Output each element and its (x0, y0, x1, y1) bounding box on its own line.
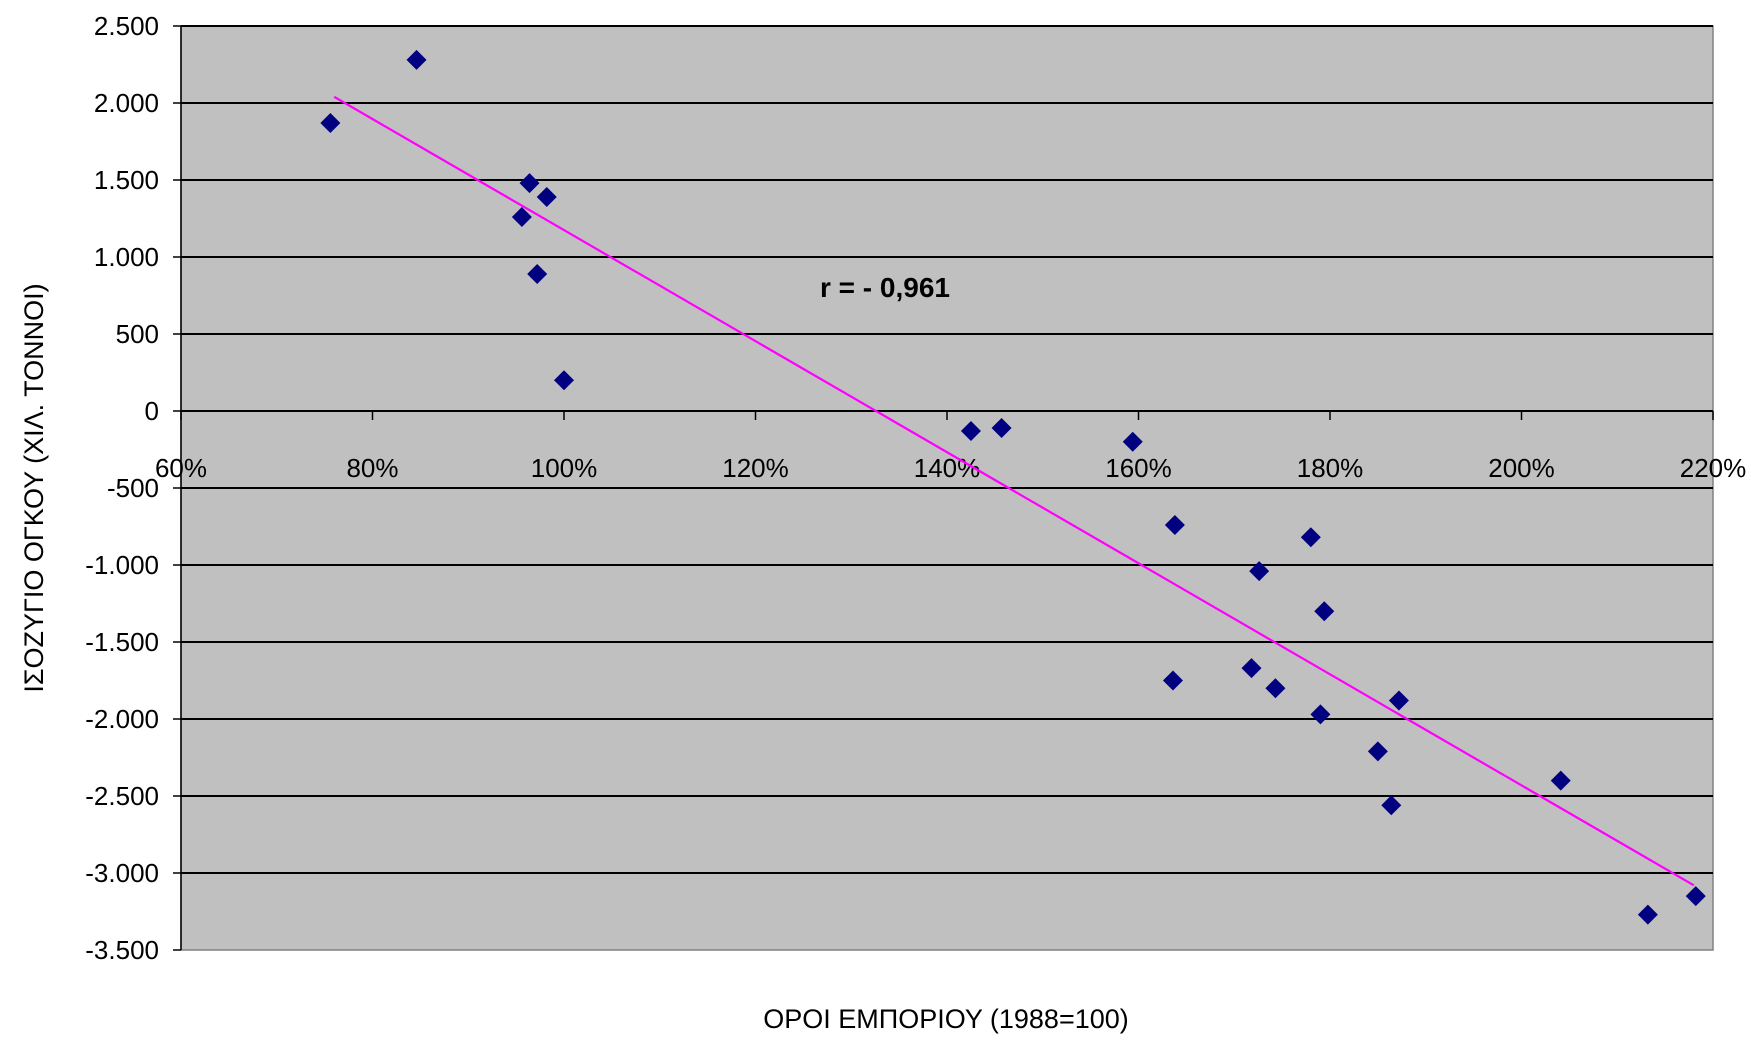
x-tick-label: 60% (155, 453, 207, 483)
x-tick-label: 180% (1297, 453, 1364, 483)
y-tick-label: -1.000 (85, 550, 159, 580)
data-point (527, 263, 548, 284)
x-tick-label: 140% (914, 453, 981, 483)
y-tick-label: -500 (107, 473, 159, 503)
y-tick-label: 2.500 (94, 11, 159, 41)
data-point (1314, 601, 1335, 622)
y-tick-label: 1.000 (94, 242, 159, 272)
y-tick-label: 0 (145, 396, 159, 426)
y-tick-label: 1.500 (94, 165, 159, 195)
y-tick-label: 2.000 (94, 88, 159, 118)
data-point (1300, 527, 1321, 548)
data-point (1164, 514, 1185, 535)
x-tick-label: 120% (722, 453, 789, 483)
data-point (1381, 795, 1402, 816)
data-point (1685, 886, 1706, 907)
x-axis-title: ΟΡΟΙ ΕΜΠΟΡΙΟΥ (1988=100) (763, 1004, 1129, 1034)
x-tick-labels: 60% 80% 100% 120% 140% 160% 180% 200% 220% (155, 411, 1746, 483)
y-tick-label: -3.000 (85, 858, 159, 888)
data-point (960, 421, 981, 442)
data-point (406, 49, 427, 70)
x-tick-label: 100% (531, 453, 598, 483)
data-point (1162, 670, 1183, 691)
data-point (519, 173, 540, 194)
data-point (554, 370, 574, 391)
y-tick-label: -2.500 (85, 781, 159, 811)
data-point (1367, 741, 1388, 762)
y-tick-labels: 2.500 2.000 1.500 1.000 500 0 -500 -1.000 -1.500… (85, 11, 181, 965)
y-axis-title: ΙΣΟΖΥΓΙΟ ΟΓΚΟΥ (ΧΙΛ. ΤΟΝΝΟΙ) (19, 283, 49, 692)
data-point (1249, 561, 1270, 582)
data-point (991, 417, 1012, 438)
y-tick-label: -1.500 (85, 627, 159, 657)
data-point (1310, 704, 1331, 725)
trendline (333, 95, 1695, 887)
data-point (1265, 678, 1286, 699)
x-tick-label: 160% (1105, 453, 1172, 483)
data-point (1241, 658, 1262, 679)
data-point (1637, 904, 1658, 925)
data-point (511, 206, 532, 227)
x-tick-label: 80% (346, 453, 398, 483)
y-tick-label: -2.000 (85, 704, 159, 734)
data-point (536, 186, 557, 207)
x-tick-label: 220% (1680, 453, 1747, 483)
y-tick-label: 500 (116, 319, 159, 349)
data-point (1122, 431, 1143, 452)
y-tick-label: -3.500 (85, 935, 159, 965)
data-point (1550, 770, 1571, 791)
data-points (320, 49, 1706, 925)
correlation-annotation: r = - 0,961 (820, 272, 950, 303)
data-point (320, 113, 341, 134)
data-point (1388, 690, 1409, 711)
x-tick-label: 200% (1488, 453, 1555, 483)
